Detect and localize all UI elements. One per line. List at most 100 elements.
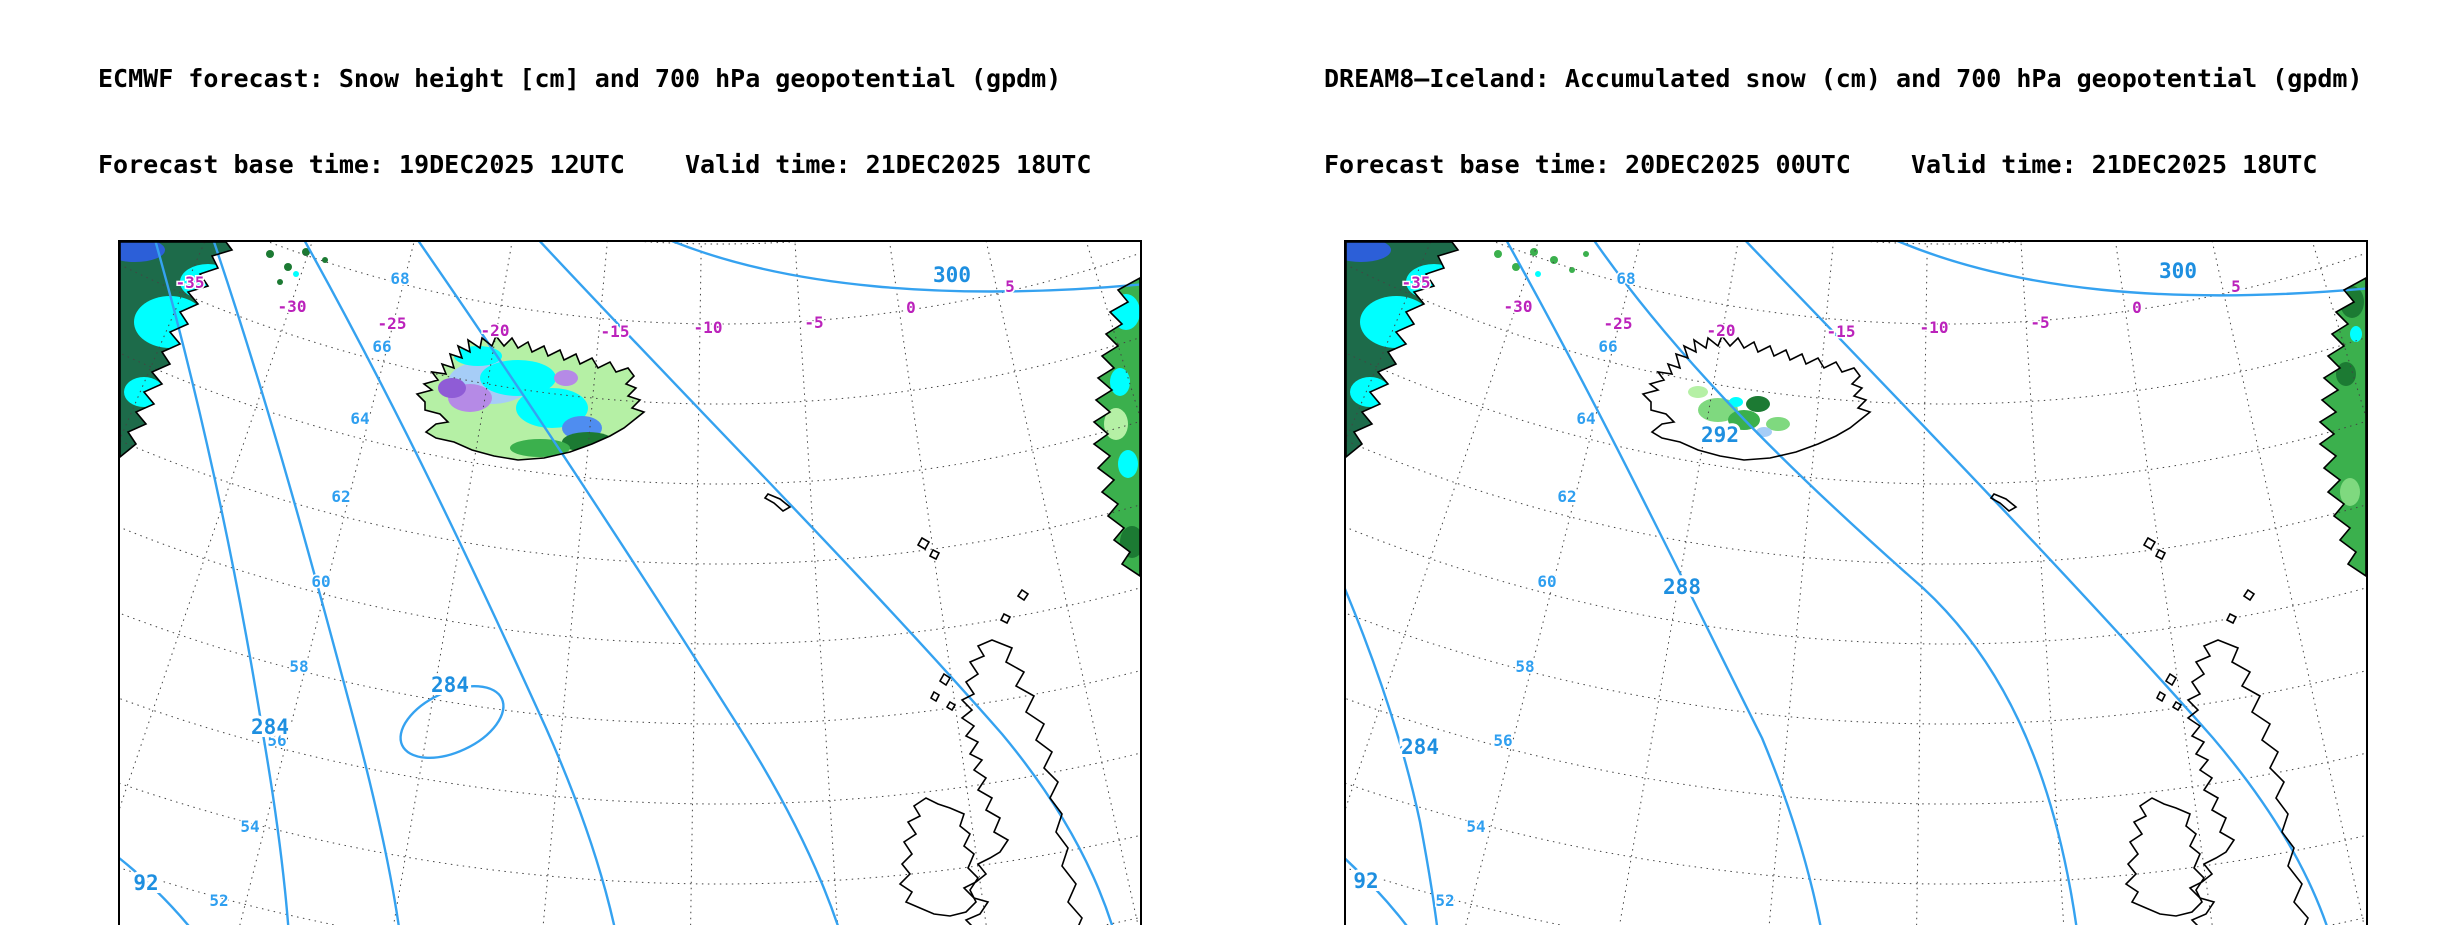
latitude-circle <box>120 867 1140 925</box>
latitude-label: 56 <box>1493 731 1512 750</box>
contour-line <box>154 242 290 925</box>
snow-patch <box>480 360 556 396</box>
latitude-label: 66 <box>372 337 391 356</box>
meridian-line <box>542 242 608 925</box>
panel-subtitle: Forecast base time: 20DEC2025 00UTC Vali… <box>1324 149 2318 179</box>
snow-patch <box>1346 242 1391 262</box>
latitude-label: 58 <box>289 657 308 676</box>
latitude-label: 68 <box>390 269 409 288</box>
island <box>2242 588 2256 602</box>
island <box>1016 588 1030 602</box>
latitude-label: 64 <box>350 409 369 428</box>
longitude-label: -35 <box>176 273 205 292</box>
island <box>2171 700 2183 712</box>
latitude-circle <box>646 242 794 245</box>
contour-label: 300 <box>933 263 971 287</box>
panel-dream8: DREAM8—Iceland: Accumulated snow (cm) an… <box>1226 0 2452 925</box>
snow-patch <box>2336 362 2356 386</box>
latitude-circle <box>120 352 1140 485</box>
coastline <box>898 797 980 917</box>
graticule <box>1344 240 2368 925</box>
latitude-label: 56 <box>267 731 286 750</box>
longitude-label: -5 <box>2030 313 2049 332</box>
latitude-label: 62 <box>1557 487 1576 506</box>
coastline <box>960 639 1083 925</box>
latitude-label: 62 <box>331 487 350 506</box>
snow-patch <box>2350 326 2362 342</box>
coastline <box>120 242 234 459</box>
island <box>2155 690 2167 703</box>
contour-line <box>1346 857 1408 925</box>
latitude-label: 60 <box>1537 572 1556 591</box>
snow-speck <box>1569 267 1575 273</box>
contour-loop <box>399 685 505 759</box>
longitude-label: 0 <box>2132 298 2142 317</box>
snow-speck <box>1583 251 1589 257</box>
contour-label: 284 <box>1401 735 1439 759</box>
snow-patch <box>1688 386 1708 398</box>
longitude-label: -15 <box>1827 322 1856 341</box>
snow-patch <box>120 242 165 262</box>
snow-patch <box>1110 368 1130 396</box>
snow-speck <box>284 263 292 271</box>
panel-title: DREAM8—Iceland: Accumulated snow (cm) an… <box>1324 64 2363 93</box>
panel-header: DREAM8—Iceland: Accumulated snow (cm) an… <box>1324 8 2452 236</box>
longitude-label: 0 <box>906 298 916 317</box>
snow-patch <box>1118 450 1138 478</box>
contour-line <box>538 242 1114 925</box>
snow-patch <box>174 350 206 370</box>
panel-title: ECMWF forecast: Snow height [cm] and 700… <box>98 64 1062 93</box>
longitude-label: 5 <box>2231 277 2241 296</box>
snow-speck <box>322 257 328 263</box>
latitude-label: 60 <box>311 572 330 591</box>
meridian-line <box>794 242 839 925</box>
latitude-label: 54 <box>240 817 259 836</box>
panel-subtitle: Forecast base time: 19DEC2025 12UTC Vali… <box>98 149 1092 179</box>
longitude-label: -25 <box>378 314 407 333</box>
longitude-label: -20 <box>1707 321 1736 340</box>
coastline <box>2318 277 2366 577</box>
contour-line <box>417 242 839 925</box>
longitude-label: -10 <box>1920 318 1949 337</box>
geopotential-contours <box>1346 242 2366 925</box>
latitude-label: 52 <box>209 891 228 910</box>
snow-patch <box>1104 408 1128 440</box>
island <box>916 536 931 551</box>
contour-label: 284 <box>431 673 469 697</box>
contour-line <box>1346 588 1439 925</box>
snow-speck <box>1512 263 1520 271</box>
meridian-line <box>239 242 415 925</box>
snow-patch <box>2340 478 2360 506</box>
panel-header: ECMWF forecast: Snow height [cm] and 700… <box>98 8 1226 236</box>
snow-speck <box>1494 250 1502 258</box>
longitude-label: -30 <box>1504 297 1533 316</box>
snow-patch <box>1746 396 1770 412</box>
contour-line <box>1745 242 2328 925</box>
weather-map-dream8: -35 -30 -25 -20 -15 -10 -5 0 5 68 66 64 62 60 58 56 54 52… <box>1344 240 2368 925</box>
coastlines <box>120 242 1140 925</box>
coastline <box>1092 277 1140 577</box>
island <box>929 690 941 703</box>
island <box>945 700 957 712</box>
coastline <box>763 493 792 512</box>
longitude-label: -35 <box>1402 273 1431 292</box>
snow-patch <box>1360 296 1432 348</box>
contour-label: 92 <box>1353 869 1378 893</box>
latitude-circle <box>1346 867 2366 925</box>
latitude-circle <box>1344 240 2368 925</box>
snow-speck <box>277 279 283 285</box>
latitude-label: 52 <box>1435 891 1454 910</box>
coastline <box>415 334 646 461</box>
island <box>999 612 1012 625</box>
snow-patch <box>438 378 466 398</box>
contour-line <box>1505 242 1822 925</box>
landmass-ireland <box>900 798 978 916</box>
meridian-line <box>690 242 702 925</box>
contour-line <box>120 857 190 925</box>
latitude-label: 68 <box>1616 269 1635 288</box>
panel-ecmwf: ECMWF forecast: Snow height [cm] and 700… <box>98 8 1226 925</box>
coastline <box>1346 242 1460 459</box>
snow-speck <box>293 271 299 277</box>
snow-patch <box>1766 417 1790 431</box>
